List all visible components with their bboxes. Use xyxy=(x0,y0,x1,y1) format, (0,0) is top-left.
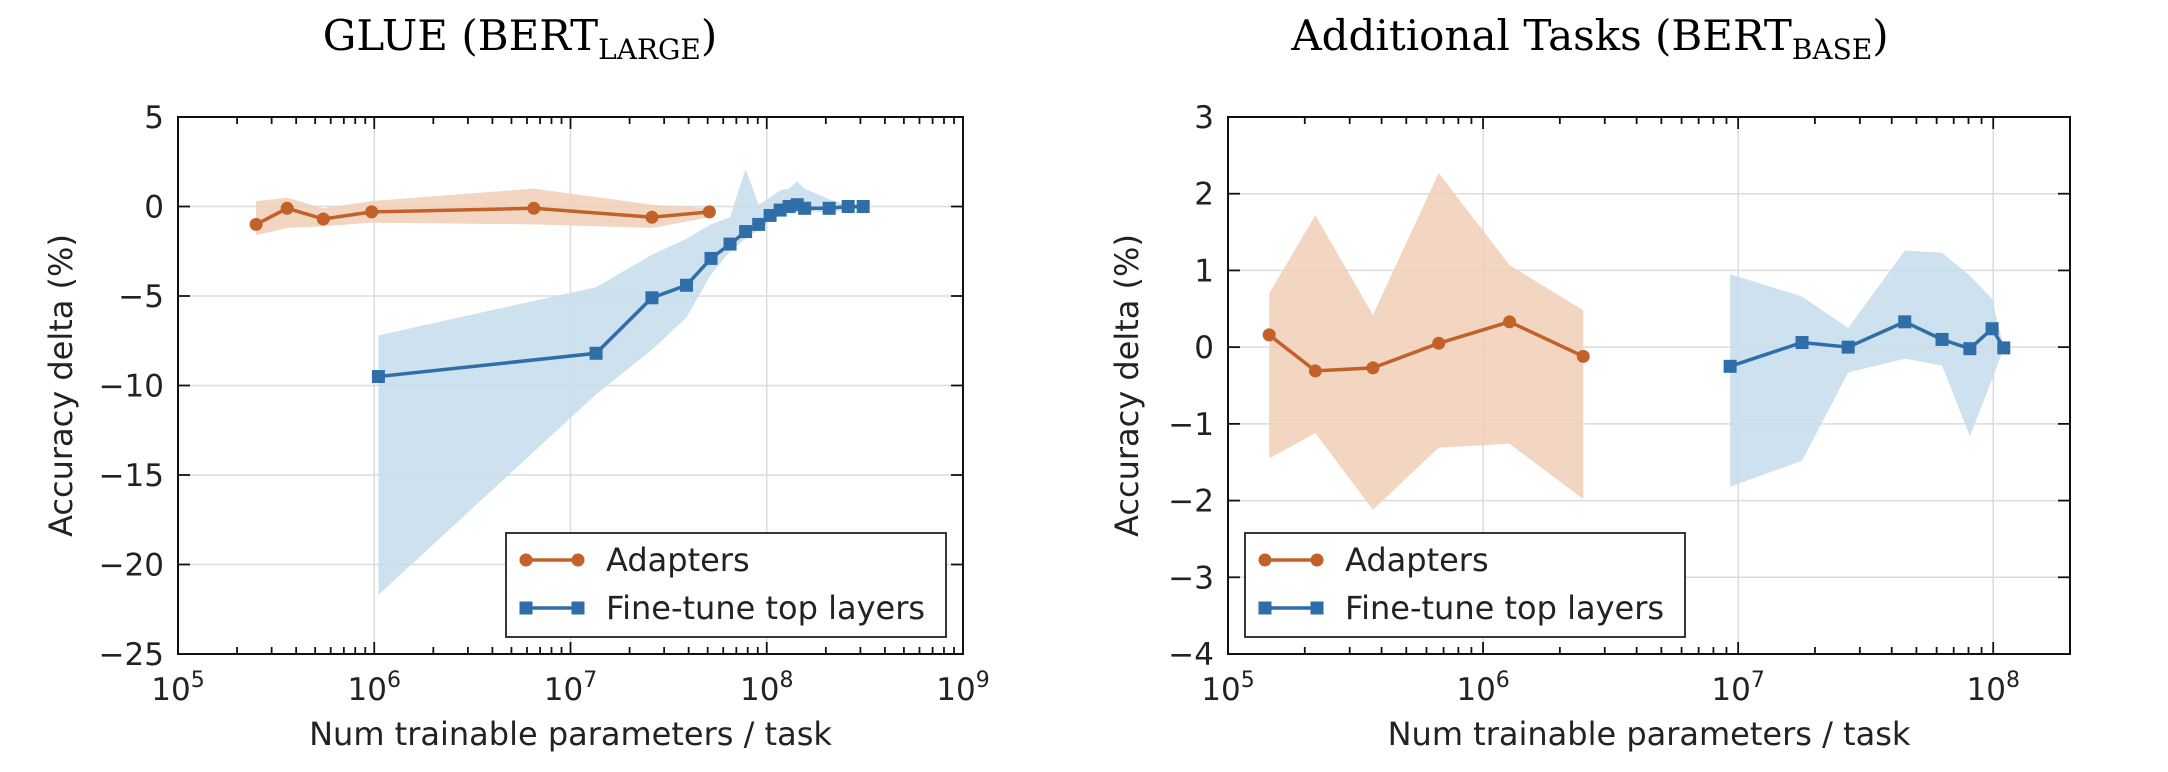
data-point-adapters xyxy=(527,201,541,215)
chart-title: Additional Tasks (BERTBASE) xyxy=(1290,11,1888,66)
legend-marker-fine-tune xyxy=(571,601,585,615)
data-point-adapters xyxy=(1262,328,1276,342)
data-point-fine-tune xyxy=(589,346,603,360)
y-tick-label: 1 xyxy=(1194,253,1214,289)
data-point-fine-tune xyxy=(1935,332,1949,346)
legend-marker-adapters xyxy=(1258,553,1272,567)
data-point-adapters xyxy=(1432,336,1446,350)
legend-marker-adapters xyxy=(1310,553,1324,567)
y-tick-label: −4 xyxy=(1168,637,1214,673)
data-point-fine-tune xyxy=(752,217,766,231)
legend-marker-fine-tune xyxy=(1310,601,1324,615)
data-point-fine-tune xyxy=(798,201,812,215)
legend-label-adapters: Adapters xyxy=(1345,541,1489,579)
legend-box xyxy=(1244,532,1686,638)
y-tick-label: 3 xyxy=(1194,100,1214,136)
chart-panel-1: GLUE (BERTLARGE) 105 106 107 108 109 5 0 −5 −10 −1… xyxy=(42,11,990,753)
data-point-fine-tune xyxy=(1997,341,2011,355)
y-tick-label: −25 xyxy=(99,637,164,673)
data-point-fine-tune xyxy=(822,201,836,215)
x-tick-label: 106 xyxy=(1456,668,1509,708)
data-point-fine-tune xyxy=(1723,359,1737,373)
data-point-fine-tune xyxy=(1963,342,1977,356)
legend-marker-fine-tune xyxy=(1258,601,1272,615)
x-tick-label: 105 xyxy=(151,668,204,708)
x-axis-label: Num trainable parameters / task xyxy=(1388,715,1911,753)
data-point-fine-tune xyxy=(679,278,693,292)
data-point-adapters xyxy=(365,205,379,219)
data-point-fine-tune xyxy=(841,200,855,213)
data-point-fine-tune xyxy=(763,208,777,222)
data-point-fine-tune xyxy=(645,291,659,305)
data-point-fine-tune xyxy=(1841,340,1855,354)
data-point-adapters xyxy=(249,217,263,231)
data-point-adapters xyxy=(1576,349,1590,363)
y-tick-label: 0 xyxy=(144,190,164,226)
y-axis-label: Accuracy delta (%) xyxy=(42,234,80,537)
y-tick-label: 0 xyxy=(1194,330,1214,366)
x-tick-label: 109 xyxy=(936,668,989,708)
data-point-fine-tune xyxy=(723,237,737,251)
y-tick-label: 2 xyxy=(1194,177,1214,213)
data-point-adapters xyxy=(1308,364,1322,378)
data-point-adapters xyxy=(1366,361,1380,375)
plot-frame xyxy=(1227,116,2071,655)
confidence-band-fine-tune xyxy=(378,168,864,595)
confidence-band-fine-tune xyxy=(1730,250,2004,487)
y-tick-label: −2 xyxy=(1168,484,1214,520)
legend: Adapters Fine-tune top layers xyxy=(1244,532,1686,638)
data-point-fine-tune xyxy=(371,370,385,384)
series-line-adapters xyxy=(1268,319,1584,373)
y-axis-label: Accuracy delta (%) xyxy=(1108,234,1146,537)
data-point-fine-tune xyxy=(704,251,718,265)
data-point-fine-tune xyxy=(1898,315,1912,329)
y-tick-label: −3 xyxy=(1168,560,1214,596)
legend-label-adapters: Adapters xyxy=(606,541,750,579)
y-tick-label: −1 xyxy=(1168,407,1214,443)
y-tick-label: −20 xyxy=(99,548,164,584)
chart-title: GLUE (BERTLARGE) xyxy=(323,11,717,66)
y-tick-label: −5 xyxy=(118,279,164,315)
x-tick-label: 108 xyxy=(1966,668,2019,708)
x-tick-label: 106 xyxy=(348,668,401,708)
data-point-fine-tune xyxy=(856,200,870,213)
legend-marker-adapters xyxy=(571,553,585,567)
x-tick-label: 105 xyxy=(1201,668,1254,708)
confidence-band-adapters xyxy=(256,188,710,236)
legend-marker-fine-tune xyxy=(519,601,533,615)
data-point-adapters xyxy=(316,212,330,226)
data-point-fine-tune xyxy=(1795,336,1809,350)
data-point-adapters xyxy=(1503,315,1517,329)
legend-label-fine-tune: Fine-tune top layers xyxy=(606,589,925,627)
legend-label-fine-tune: Fine-tune top layers xyxy=(1345,589,1664,627)
data-point-adapters xyxy=(702,205,716,219)
data-point-fine-tune xyxy=(1985,322,1999,336)
confidence-band-adapters xyxy=(1269,173,1584,510)
x-tick-label: 108 xyxy=(740,668,793,708)
y-tick-label: 5 xyxy=(144,100,164,136)
data-point-adapters xyxy=(645,210,659,224)
legend: Adapters Fine-tune top layers xyxy=(505,532,947,638)
x-axis-label: Num trainable parameters / task xyxy=(309,715,832,753)
data-point-fine-tune xyxy=(739,225,753,239)
legend-box xyxy=(505,532,947,638)
x-tick-label: 107 xyxy=(544,668,597,708)
legend-marker-adapters xyxy=(519,553,533,567)
y-tick-label: −15 xyxy=(99,458,164,494)
chart-panel-2: Additional Tasks (BERTBASE) 105 106 107 108 3… xyxy=(1108,11,2071,753)
x-tick-label: 107 xyxy=(1711,668,1764,708)
y-tick-label: −10 xyxy=(99,369,164,405)
data-point-adapters xyxy=(280,201,294,215)
